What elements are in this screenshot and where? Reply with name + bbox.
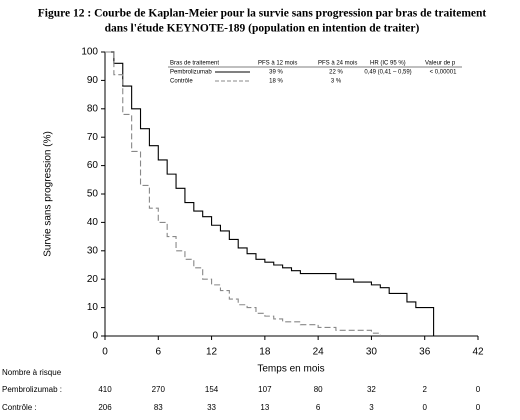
km-curve <box>105 51 435 336</box>
legend-label: Contrôle <box>170 79 193 85</box>
chart-title: Figure 12 : Courbe de Kaplan-Meier pour … <box>38 8 487 20</box>
risk-value: 0 <box>476 403 481 412</box>
y-tick-label: 0 <box>92 331 98 342</box>
risk-value: 206 <box>98 403 112 412</box>
risk-label: Contrôle : <box>2 403 37 412</box>
legend-cell: 22 % <box>329 70 343 76</box>
risk-value: 3 <box>369 403 374 412</box>
risk-value: 83 <box>154 403 163 412</box>
y-tick-label: 70 <box>87 132 99 143</box>
y-tick-label: 10 <box>87 302 99 313</box>
legend-cell: 39 % <box>269 70 283 76</box>
legend-header: PFS à 12 mois <box>258 61 297 67</box>
x-axis-title: Temps en mois <box>257 364 324 375</box>
legend-cell: 18 % <box>269 79 283 85</box>
y-tick-label: 80 <box>87 103 99 114</box>
risk-value: 0 <box>422 403 427 412</box>
risk-value: 0 <box>476 385 481 394</box>
y-tick-label: 50 <box>87 189 99 200</box>
risk-value: 270 <box>152 385 166 394</box>
legend-cell: 0,49 (0,41 – 0,59) <box>364 70 411 76</box>
y-tick-label: 30 <box>87 245 99 256</box>
x-tick-label: 24 <box>313 347 325 358</box>
y-tick-label: 100 <box>81 47 98 58</box>
risk-value: 107 <box>258 385 272 394</box>
risk-value: 80 <box>314 385 323 394</box>
x-tick-label: 18 <box>259 347 271 358</box>
legend-header: PFS à 24 mois <box>318 61 357 67</box>
risk-value: 6 <box>316 403 321 412</box>
x-tick-label: 6 <box>156 347 162 358</box>
x-tick-label: 42 <box>472 347 484 358</box>
risk-value: 32 <box>367 385 376 394</box>
risk-value: 154 <box>205 385 219 394</box>
legend-header: Bras de traitement <box>170 61 219 67</box>
y-tick-label: 20 <box>87 274 99 285</box>
risk-value: 410 <box>98 385 112 394</box>
risk-value: 2 <box>422 385 427 394</box>
x-tick-label: 12 <box>206 347 218 358</box>
legend-header: HR (IC 95 %) <box>370 61 406 67</box>
legend-cell: < 0,00001 <box>430 70 458 76</box>
km-curve <box>105 51 381 336</box>
legend-cell: 3 % <box>331 79 342 85</box>
y-tick-label: 60 <box>87 160 99 171</box>
y-axis-title: Survie sans progression (%) <box>43 131 54 257</box>
legend-label: Pembrolizumab <box>170 70 212 76</box>
risk-label: Pembrolizumab : <box>2 385 62 394</box>
risk-value: 33 <box>207 403 216 412</box>
risk-title: Nombre à risque <box>2 368 62 377</box>
risk-value: 13 <box>260 403 269 412</box>
x-tick-label: 30 <box>366 347 378 358</box>
y-tick-label: 90 <box>87 75 99 86</box>
chart-title: dans l'étude KEYNOTE-189 (population en … <box>105 23 420 35</box>
legend-header: Valeur de p <box>425 61 456 67</box>
y-tick-label: 40 <box>87 217 99 228</box>
x-tick-label: 36 <box>419 347 431 358</box>
x-tick-label: 0 <box>102 347 108 358</box>
